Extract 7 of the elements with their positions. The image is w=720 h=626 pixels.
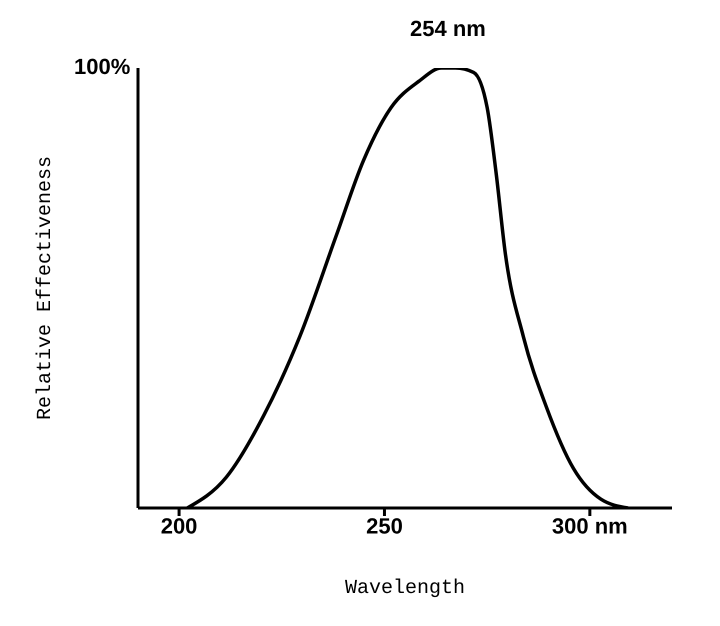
x-tick-label: 200 — [160, 514, 198, 539]
x-tick-label: 300 nm — [552, 514, 628, 539]
y-axis-title: Relative Effectiveness — [34, 156, 58, 420]
text: 100% — [74, 54, 130, 80]
x-axis-title: Wavelength — [344, 577, 466, 600]
x-tick-label: 250 — [366, 514, 403, 539]
text: 254 nm — [410, 16, 486, 42]
